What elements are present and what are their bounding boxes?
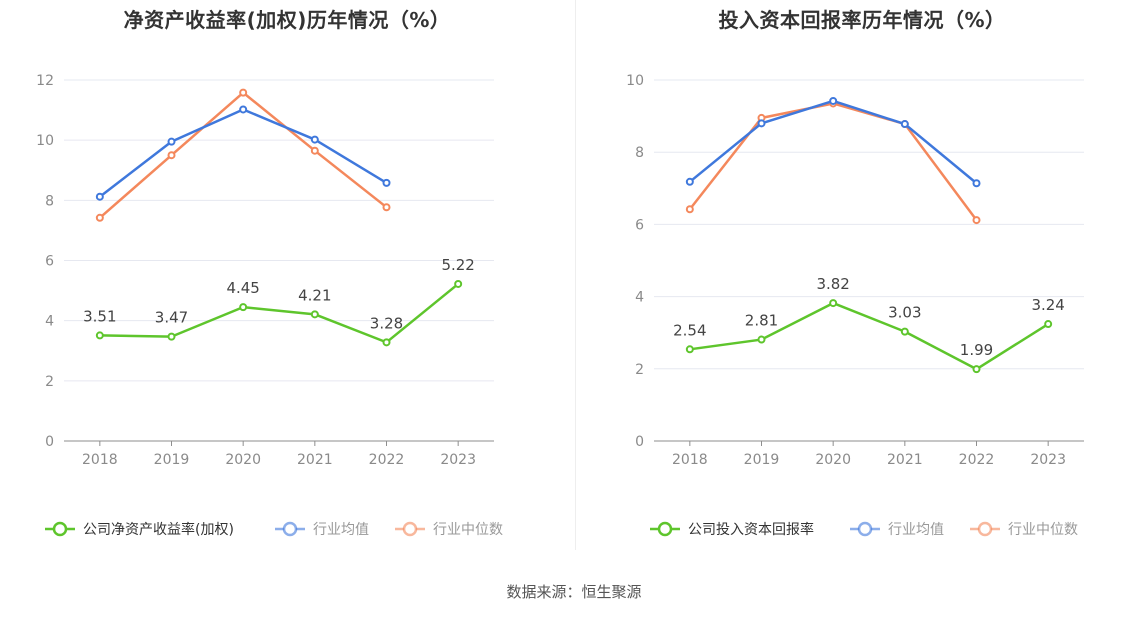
data-label: 4.45 (226, 279, 259, 297)
y-tick-label: 10 (36, 133, 54, 149)
data-point (900, 120, 909, 129)
data-label: 3.51 (83, 307, 116, 325)
legend-label: 公司投入资本回报率 (688, 521, 814, 538)
data-label: 2.54 (673, 321, 706, 339)
x-tick-label: 2019 (744, 452, 780, 468)
legend-marker (282, 521, 298, 537)
data-label: 3.47 (155, 309, 188, 327)
data-point (1044, 320, 1053, 329)
data-point (685, 345, 694, 354)
x-tick-label: 2021 (887, 452, 923, 468)
data-point (900, 327, 909, 336)
y-tick-label: 0 (45, 434, 54, 450)
data-label: 3.24 (1031, 296, 1064, 314)
y-tick-label: 4 (45, 314, 54, 330)
data-label: 2.81 (745, 312, 778, 330)
data-label: 4.21 (298, 286, 331, 304)
legend-label: 行业均值 (888, 522, 944, 538)
x-tick-label: 2020 (225, 452, 261, 468)
x-tick-label: 2018 (672, 452, 708, 468)
data-point (757, 119, 766, 128)
data-point (95, 331, 104, 340)
data-point (382, 338, 391, 347)
data-label: 3.82 (816, 275, 849, 293)
data-point (972, 365, 981, 374)
y-tick-label: 6 (45, 254, 54, 270)
x-tick-label: 2022 (959, 452, 995, 468)
data-label: 5.22 (441, 256, 474, 274)
legend-label: 行业中位数 (433, 522, 503, 538)
data-point (972, 216, 981, 225)
legend-marker (52, 521, 68, 537)
x-tick-label: 2018 (82, 452, 118, 468)
roic-chart-panel: 投入资本回报率历年情况（%） 0 2 4 6 8 10 2018 2019 2020 2021 20… (575, 0, 1148, 560)
data-point (310, 146, 319, 155)
roic-chart-svg: 0 2 4 6 8 10 2018 2019 2020 2021 2022 2023 2.54 2.81 3… (626, 73, 1084, 538)
y-tick-label: 4 (635, 290, 644, 306)
series-line (689, 99, 978, 185)
data-point (239, 88, 248, 97)
data-label: 1.99 (960, 341, 993, 359)
series-line (688, 102, 978, 221)
data-point (382, 203, 391, 212)
legend-marker (857, 521, 873, 537)
data-point (685, 177, 694, 186)
series-line (689, 301, 1049, 371)
y-tick-label: 2 (635, 362, 644, 378)
chart-title: 投入资本回报率历年情况（%） (718, 8, 1006, 32)
y-tick-label: 2 (45, 374, 54, 390)
data-label: 3.03 (888, 304, 921, 322)
panel-divider (575, 0, 576, 550)
data-point (95, 192, 104, 201)
data-point (167, 151, 176, 160)
legend-label: 行业中位数 (1008, 522, 1078, 538)
data-point (829, 299, 838, 308)
data-label: 3.28 (370, 314, 403, 332)
x-tick-label: 2021 (297, 452, 333, 468)
legend-label: 公司净资产收益率(加权) (83, 521, 234, 538)
data-point (382, 178, 391, 187)
data-point (239, 303, 248, 312)
data-point (757, 335, 766, 344)
series-line (99, 108, 388, 198)
data-point (310, 135, 319, 144)
x-tick-label: 2022 (369, 452, 405, 468)
data-point (95, 213, 104, 222)
y-tick-label: 8 (635, 145, 644, 161)
series-line (99, 282, 459, 344)
data-point (167, 332, 176, 341)
data-point (310, 310, 319, 319)
data-point (454, 279, 463, 288)
data-point (829, 96, 838, 105)
y-tick-label: 0 (635, 434, 644, 450)
data-source-note: 数据来源：恒生聚源 (506, 583, 642, 601)
roe-chart-panel: 净资产收益率(加权)历年情况（%） 0 2 4 6 8 10 12 2018 2019 2020 2… (0, 0, 574, 560)
chart-title: 净资产收益率(加权)历年情况（%） (123, 8, 451, 32)
x-tick-label: 2020 (815, 452, 851, 468)
y-tick-label: 12 (36, 73, 54, 89)
y-tick-label: 10 (626, 73, 644, 89)
data-point (685, 205, 694, 214)
x-tick-label: 2023 (1030, 452, 1066, 468)
legend-marker (977, 521, 993, 537)
data-point (972, 179, 981, 188)
x-tick-label: 2019 (154, 452, 190, 468)
data-point (239, 105, 248, 114)
legend-marker (657, 521, 673, 537)
x-tick-label: 2023 (440, 452, 476, 468)
roe-chart-svg: 0 2 4 6 8 10 12 2018 2019 2020 2021 2022 2023 3.51 3.4… (36, 73, 503, 538)
y-tick-label: 6 (635, 217, 644, 233)
y-tick-label: 8 (45, 193, 54, 209)
legend-marker (402, 521, 418, 537)
legend-label: 行业均值 (313, 522, 369, 538)
data-point (167, 137, 176, 146)
